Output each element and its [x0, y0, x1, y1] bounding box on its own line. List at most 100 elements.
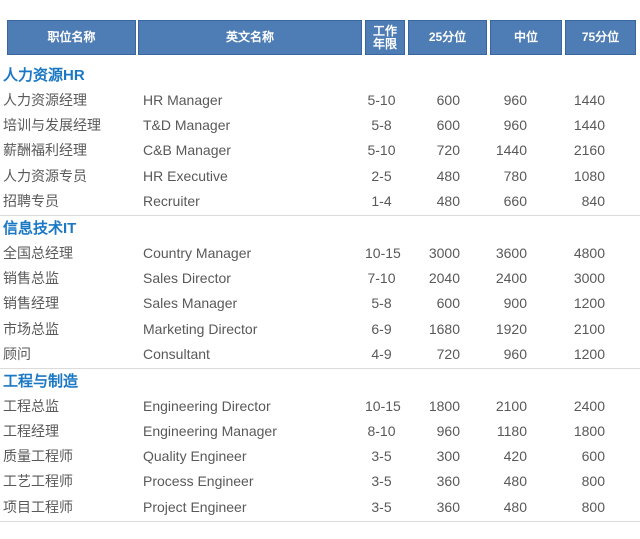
work-years-cell: 8-10: [367, 423, 396, 440]
position-name-cn-cell: 销售总监: [3, 270, 59, 287]
table-row: 人力资源经理 HR Manager 5-10 600 960 1440: [0, 88, 640, 113]
work-years-cell: 10-15: [365, 397, 401, 414]
percentile-75-cell: 2100: [573, 320, 605, 337]
position-name-cn-cell: 顾问: [3, 345, 31, 362]
percentile-25-cell: 3000: [428, 244, 460, 261]
percentile-75-cell: 1080: [573, 167, 605, 184]
work-years-cell: 3-5: [371, 473, 392, 490]
position-name-cn-cell: 全国总经理: [3, 244, 73, 261]
position-name-cn-cell: 薪酬福利经理: [3, 142, 87, 159]
table-row: 工艺工程师 Process Engineer 3-5 360 480 800: [0, 469, 640, 494]
median-cell: 480: [503, 473, 527, 490]
position-name-cn-cell: 市场总监: [3, 320, 59, 337]
median-cell: 660: [503, 192, 527, 209]
position-name-en-cell: Marketing Director: [143, 320, 258, 337]
table-row: 市场总监 Marketing Director 6-9 1680 1920 21…: [0, 317, 640, 342]
percentile-25-cell: 1680: [428, 320, 460, 337]
work-years-cell: 4-9: [371, 345, 392, 362]
position-name-en-cell: Recruiter: [143, 192, 200, 209]
column-header-position-en: 英文名称: [138, 20, 362, 55]
work-years-cell: 3-5: [371, 498, 392, 515]
column-header-median: 中位: [490, 20, 562, 55]
table-row: 全国总经理 Country Manager 10-15 3000 3600 48…: [0, 241, 640, 266]
percentile-25-cell: 360: [436, 498, 460, 515]
percentile-75-cell: 600: [581, 448, 605, 465]
table-row: 工程经理 Engineering Manager 8-10 960 1180 1…: [0, 419, 640, 444]
section-rows: 工程总监 Engineering Director 10-15 1800 210…: [0, 394, 640, 520]
position-name-en-cell: Country Manager: [143, 244, 252, 261]
position-name-cn-cell: 质量工程师: [3, 448, 73, 465]
position-name-en-cell: HR Executive: [143, 167, 228, 184]
position-name-en-cell: Sales Director: [143, 270, 231, 287]
position-name-en-cell: T&D Manager: [143, 117, 231, 134]
section-divider: [0, 520, 640, 522]
percentile-25-cell: 360: [436, 473, 460, 490]
percentile-75-cell: 3000: [573, 270, 605, 287]
percentile-25-cell: 300: [436, 448, 460, 465]
percentile-75-cell: 1200: [573, 295, 605, 312]
position-name-cn-cell: 招聘专员: [3, 192, 59, 209]
work-years-cell: 1-4: [371, 192, 392, 209]
percentile-75-cell: 800: [581, 473, 605, 490]
position-name-en-cell: Quality Engineer: [143, 448, 247, 465]
position-name-en-cell: Engineering Director: [143, 397, 271, 414]
position-name-en-cell: Sales Manager: [143, 295, 238, 312]
median-cell: 420: [503, 448, 527, 465]
median-cell: 2400: [495, 270, 527, 287]
work-years-cell: 6-9: [371, 320, 392, 337]
percentile-25-cell: 960: [436, 423, 460, 440]
section-divider: [0, 367, 640, 369]
work-years-cell: 7-10: [367, 270, 396, 287]
median-cell: 780: [503, 167, 527, 184]
percentile-75-cell: 2400: [573, 397, 605, 414]
section-rows: 全国总经理 Country Manager 10-15 3000 3600 48…: [0, 241, 640, 367]
table-row: 质量工程师 Quality Engineer 3-5 300 420 600: [0, 444, 640, 469]
work-years-cell: 3-5: [371, 448, 392, 465]
position-name-en-cell: C&B Manager: [143, 142, 231, 159]
percentile-25-cell: 720: [436, 345, 460, 362]
position-name-cn-cell: 工艺工程师: [3, 473, 73, 490]
position-name-cn-cell: 项目工程师: [3, 498, 73, 515]
table-row: 销售经理 Sales Manager 5-8 600 900 1200: [0, 291, 640, 316]
median-cell: 480: [503, 498, 527, 515]
position-name-en-cell: Consultant: [143, 345, 210, 362]
position-name-cn-cell: 销售经理: [3, 295, 59, 312]
percentile-25-cell: 600: [436, 117, 460, 134]
percentile-75-cell: 840: [581, 192, 605, 209]
table-row: 薪酬福利经理 C&B Manager 5-10 720 1440 2160: [0, 138, 640, 163]
median-cell: 960: [503, 345, 527, 362]
position-name-cn-cell: 人力资源经理: [3, 92, 87, 108]
percentile-25-cell: 2040: [428, 270, 460, 287]
section-divider: [0, 214, 640, 216]
median-cell: 960: [503, 92, 527, 108]
position-name-en-cell: Project Engineer: [143, 498, 247, 515]
table-row: 培训与发展经理 T&D Manager 5-8 600 960 1440: [0, 113, 640, 138]
position-name-cn-cell: 培训与发展经理: [3, 117, 101, 134]
median-cell: 2100: [495, 397, 527, 414]
table-section: 人力资源HR 人力资源经理 HR Manager 5-10 600 960 14…: [0, 55, 640, 216]
work-years-cell: 2-5: [371, 167, 392, 184]
median-cell: 1440: [495, 142, 527, 159]
section-title: 人力资源HR: [3, 67, 85, 84]
percentile-25-cell: 1800: [428, 397, 460, 414]
work-years-cell: 10-15: [365, 244, 401, 261]
median-cell: 1920: [495, 320, 527, 337]
table-row: 顾问 Consultant 4-9 720 960 1200: [0, 342, 640, 367]
median-cell: 960: [503, 117, 527, 134]
section-title: 信息技术IT: [3, 219, 77, 237]
column-header-work-years: 工作 年限: [365, 20, 405, 55]
table-row: 人力资源专员 HR Executive 2-5 480 780 1080: [0, 164, 640, 189]
table-header-row: 职位名称 英文名称 工作 年限 25分位 中位 75分位: [0, 0, 640, 55]
table-row: 工程总监 Engineering Director 10-15 1800 210…: [0, 394, 640, 419]
work-years-cell: 5-8: [371, 295, 392, 312]
percentile-75-cell: 1800: [573, 423, 605, 440]
percentile-75-cell: 1440: [573, 117, 605, 134]
percentile-75-cell: 2160: [573, 142, 605, 159]
section-rows: 人力资源经理 HR Manager 5-10 600 960 1440 培训与发…: [0, 88, 640, 214]
median-cell: 3600: [495, 244, 527, 261]
position-name-cn-cell: 人力资源专员: [3, 167, 87, 184]
column-header-75th-percentile: 75分位: [565, 20, 636, 55]
percentile-25-cell: 600: [436, 295, 460, 312]
median-cell: 900: [503, 295, 527, 312]
